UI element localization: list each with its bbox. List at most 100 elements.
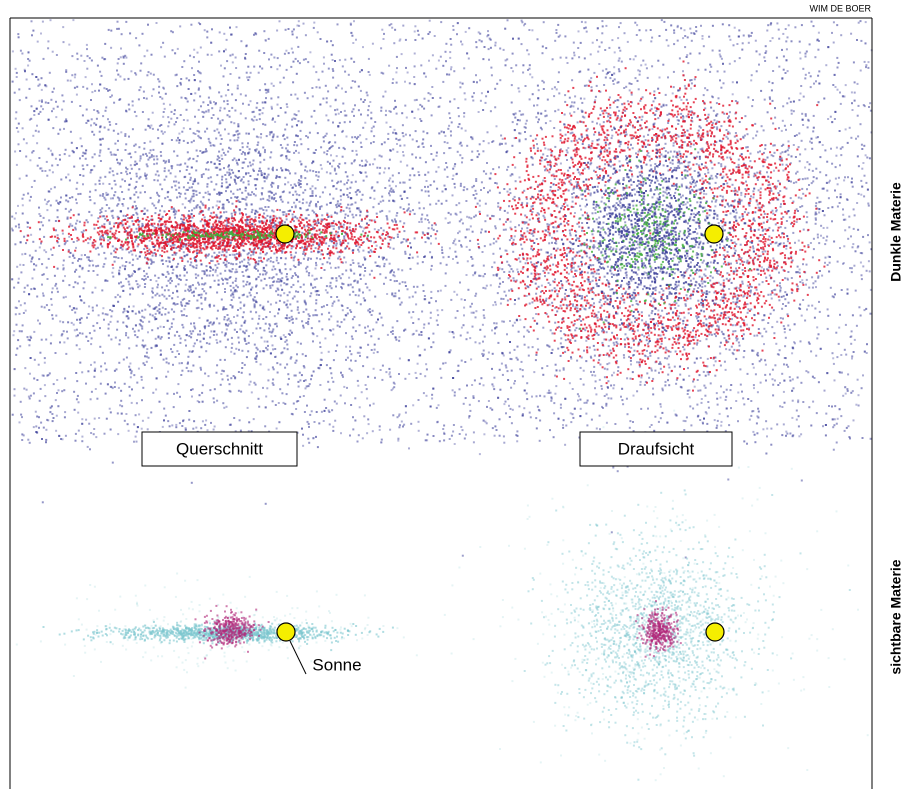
particle: [47, 47, 49, 49]
particle: [860, 315, 862, 317]
particle: [694, 33, 696, 35]
particle: [574, 408, 576, 410]
particle: [114, 191, 116, 193]
particle: [99, 152, 101, 154]
particle: [424, 349, 426, 351]
particle: [867, 189, 869, 191]
particle: [121, 286, 123, 288]
particle: [463, 314, 465, 316]
particle: [104, 218, 106, 220]
particle: [149, 157, 151, 159]
particle: [351, 162, 353, 164]
particle: [299, 379, 301, 381]
particle: [608, 362, 610, 364]
particle: [473, 81, 475, 83]
particle: [663, 21, 665, 23]
particle: [87, 446, 89, 448]
particle: [578, 395, 580, 397]
particle: [360, 90, 362, 92]
particle: [617, 366, 619, 368]
particle: [299, 201, 301, 203]
particle: [343, 210, 345, 212]
particle: [781, 296, 783, 298]
particle: [767, 111, 769, 113]
particle: [77, 412, 79, 414]
particle: [38, 213, 40, 215]
particle: [789, 433, 791, 435]
particle: [483, 384, 485, 386]
particle: [135, 280, 137, 282]
particle: [26, 175, 28, 177]
particle: [159, 308, 161, 310]
particle: [684, 141, 686, 143]
particle: [211, 28, 213, 30]
particle: [683, 379, 685, 381]
particle: [836, 442, 838, 444]
particle: [291, 48, 293, 50]
particle: [59, 201, 61, 203]
particle: [241, 372, 243, 374]
particle: [76, 398, 78, 400]
particle: [183, 308, 185, 310]
particle: [226, 172, 228, 174]
particle: [580, 42, 582, 44]
particle: [274, 335, 276, 337]
particle: [574, 95, 576, 97]
particle: [118, 28, 120, 30]
particle: [834, 111, 836, 113]
particle: [531, 396, 533, 398]
particle: [820, 235, 822, 237]
particle: [57, 405, 59, 407]
particle: [67, 337, 69, 339]
particle: [866, 352, 868, 354]
particle: [799, 304, 801, 306]
particle: [699, 374, 701, 376]
particle: [188, 303, 190, 305]
particle: [251, 203, 253, 205]
particle: [263, 329, 265, 331]
particle: [362, 46, 364, 48]
particle: [148, 357, 150, 359]
particle: [184, 339, 186, 341]
particle: [143, 317, 145, 319]
particle: [12, 50, 14, 52]
particle: [640, 381, 642, 383]
particle: [56, 415, 58, 417]
particle: [261, 172, 263, 174]
particle: [75, 440, 77, 442]
particle: [573, 52, 575, 54]
particle: [412, 209, 414, 211]
particle: [346, 207, 348, 209]
particle: [99, 346, 101, 348]
particle: [87, 370, 89, 372]
particle: [288, 52, 290, 54]
particle: [323, 63, 325, 65]
particle: [666, 422, 668, 424]
particle: [831, 121, 833, 123]
particle: [28, 344, 30, 346]
particle: [102, 115, 104, 117]
particle: [463, 307, 465, 309]
particle: [105, 313, 107, 315]
particle: [85, 419, 87, 421]
particle: [258, 257, 260, 259]
particle: [177, 164, 179, 166]
particle: [44, 170, 46, 172]
particle: [390, 188, 392, 190]
particle: [74, 312, 76, 314]
particle: [743, 261, 745, 263]
particle: [111, 272, 113, 274]
particle: [514, 167, 516, 169]
particle: [144, 191, 146, 193]
particle: [21, 330, 23, 332]
particle: [593, 302, 595, 304]
particle: [431, 265, 433, 267]
particle: [479, 205, 481, 207]
particle: [380, 369, 382, 371]
particle: [833, 241, 835, 243]
particle: [436, 155, 438, 157]
particle: [393, 42, 395, 44]
particle: [752, 363, 754, 365]
particle: [204, 216, 206, 218]
particle: [373, 135, 375, 137]
